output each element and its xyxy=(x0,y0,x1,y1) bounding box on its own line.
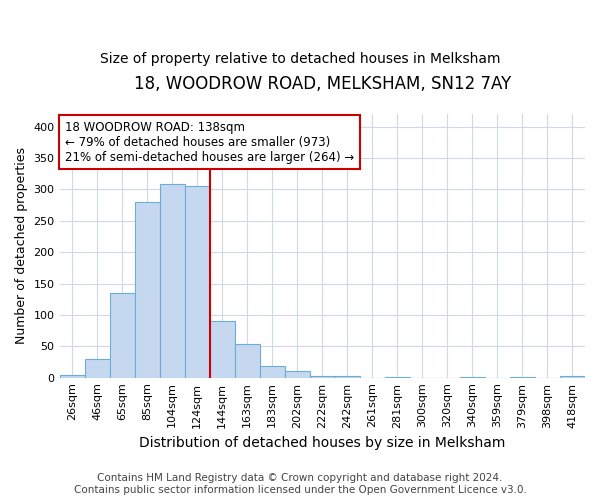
Bar xyxy=(510,377,535,378)
Bar xyxy=(110,293,134,378)
Text: Size of property relative to detached houses in Melksham: Size of property relative to detached ho… xyxy=(100,52,500,66)
Bar xyxy=(160,184,185,378)
Bar xyxy=(59,374,85,378)
Text: 18 WOODROW ROAD: 138sqm
← 79% of detached houses are smaller (973)
21% of semi-d: 18 WOODROW ROAD: 138sqm ← 79% of detache… xyxy=(65,120,354,164)
Text: Contains HM Land Registry data © Crown copyright and database right 2024.
Contai: Contains HM Land Registry data © Crown c… xyxy=(74,474,526,495)
Bar xyxy=(335,376,360,378)
Bar xyxy=(185,186,209,378)
X-axis label: Distribution of detached houses by size in Melksham: Distribution of detached houses by size … xyxy=(139,436,505,450)
Bar xyxy=(285,372,310,378)
Bar xyxy=(134,202,160,378)
Bar xyxy=(310,376,335,378)
Bar xyxy=(235,344,260,378)
Bar xyxy=(209,321,235,378)
Bar xyxy=(85,359,110,378)
Bar xyxy=(560,376,585,378)
Bar xyxy=(460,377,485,378)
Bar xyxy=(260,366,285,378)
Y-axis label: Number of detached properties: Number of detached properties xyxy=(15,148,28,344)
Title: 18, WOODROW ROAD, MELKSHAM, SN12 7AY: 18, WOODROW ROAD, MELKSHAM, SN12 7AY xyxy=(134,75,511,93)
Bar xyxy=(385,377,410,378)
